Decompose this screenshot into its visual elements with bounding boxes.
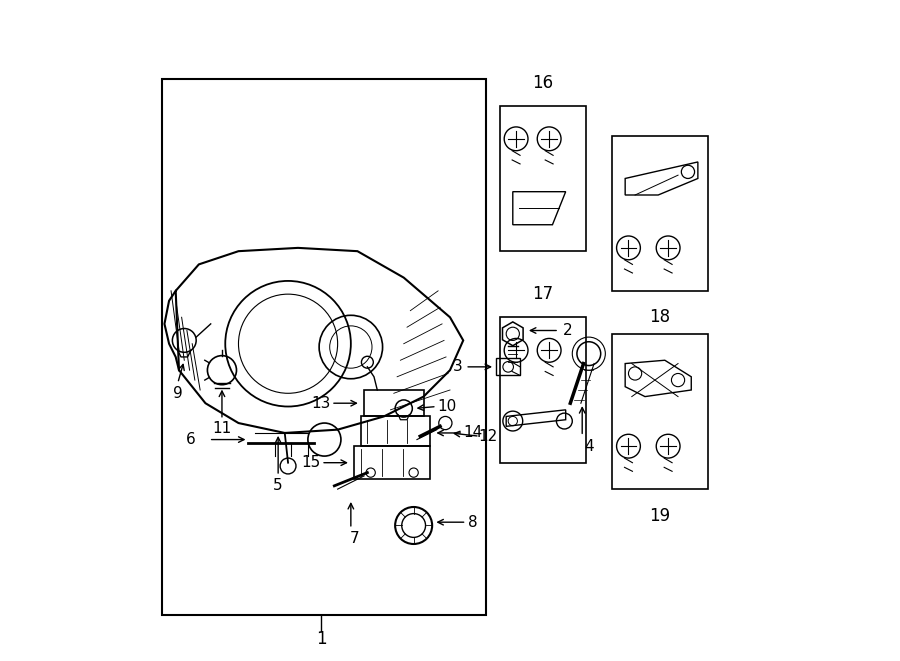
Text: 5: 5 [274,479,283,493]
Text: 17: 17 [532,285,554,303]
Text: 8: 8 [468,515,478,529]
Text: 19: 19 [649,506,670,525]
Bar [496,358,520,375]
Bar [500,317,586,463]
Text: 14: 14 [464,426,482,440]
Text: 7: 7 [349,531,359,546]
Text: 6: 6 [185,432,195,447]
Text: 12: 12 [478,429,498,444]
Text: 2: 2 [562,323,572,338]
Text: 11: 11 [212,421,231,436]
Text: 3: 3 [453,360,462,374]
Text: 16: 16 [532,73,554,92]
Bar [612,136,707,291]
Bar [355,446,430,479]
Bar [364,390,424,416]
Bar [500,106,586,251]
Bar [361,416,430,446]
Text: 15: 15 [302,455,320,470]
Text: 4: 4 [584,439,594,453]
Text: 9: 9 [173,386,183,401]
Bar [163,79,486,615]
Text: 13: 13 [311,396,331,410]
Bar [612,334,707,489]
Text: 10: 10 [437,399,456,414]
Text: 1: 1 [316,630,327,648]
Text: 18: 18 [649,308,670,327]
